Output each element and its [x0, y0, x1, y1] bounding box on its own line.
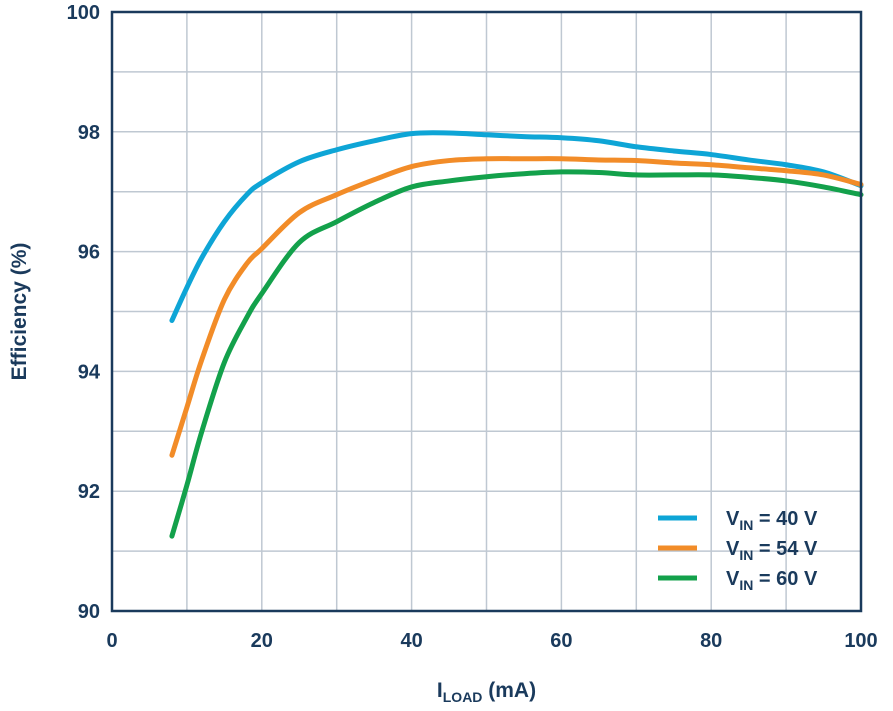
grid: [112, 12, 861, 611]
y-tick-label: 98: [78, 122, 100, 144]
y-tick-label: 92: [78, 481, 100, 503]
y-axis-title: Efficiency (%): [8, 243, 31, 381]
series-line-3: [169, 169, 864, 539]
series-line-2: [169, 156, 864, 458]
legend: VIN = 40 V VIN = 54 V VIN = 60 V: [658, 508, 818, 593]
y-tick-label: 94: [78, 361, 101, 383]
series-line-1: [169, 130, 864, 323]
x-tick-label: 40: [400, 630, 422, 652]
x-tick-label: 100: [844, 630, 877, 652]
x-tick-label: 80: [700, 630, 722, 652]
x-tick-label: 20: [251, 630, 273, 652]
y-tick-labels: 90 92 94 96 98 100: [67, 2, 101, 623]
series-layer: [169, 130, 864, 539]
y-tick-label: 96: [78, 242, 100, 264]
x-axis-title-unit: (mA): [482, 679, 536, 702]
x-tick-label: 60: [550, 630, 572, 652]
y-tick-label: 90: [78, 601, 100, 623]
legend-label-2: VIN = 54 V: [726, 538, 818, 563]
legend-label-3: VIN = 60 V: [726, 568, 818, 593]
plot-frame: [110, 10, 863, 613]
x-axis-title: ILOAD (mA): [437, 679, 536, 705]
x-axis-title-main: I: [437, 679, 443, 702]
x-axis-title-subscript: LOAD: [443, 689, 483, 705]
x-tick-labels: 0 20 40 60 80 100: [106, 630, 877, 652]
y-tick-label: 100: [67, 2, 100, 24]
legend-label-1: VIN = 40 V: [726, 508, 818, 533]
x-tick-label: 0: [106, 630, 117, 652]
